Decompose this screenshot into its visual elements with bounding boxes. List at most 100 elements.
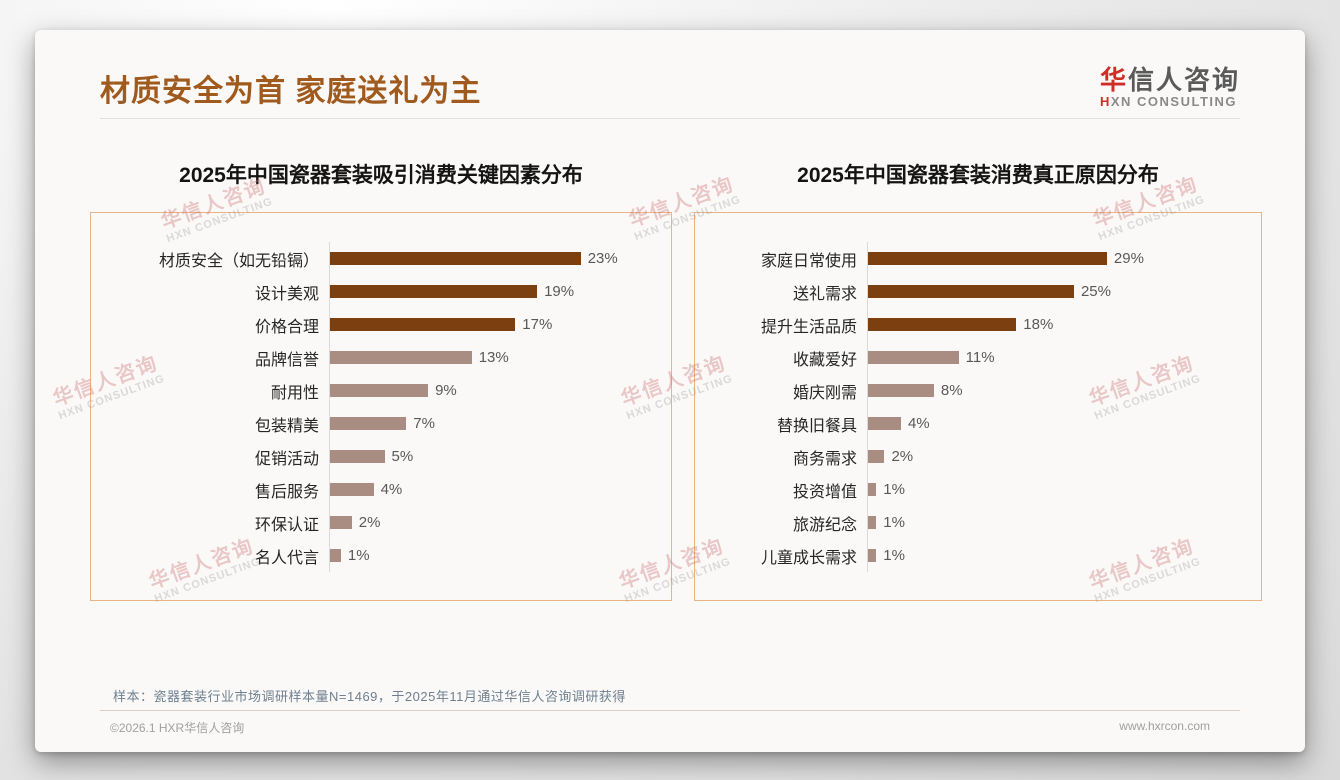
bar-track: 9%: [329, 374, 657, 407]
bar-track: 2%: [329, 506, 657, 539]
chart-section-key-factors: 2025年中国瓷器套装吸引消费关键因素分布 材质安全（如无铅镉） 23% 设计美观 1…: [90, 162, 672, 601]
chart-row: 婚庆刚需 8%: [709, 374, 1247, 407]
category-label: 替换旧餐具: [776, 417, 857, 435]
value-label: 9%: [435, 382, 457, 399]
brand-logo-cn-rest: 信人咨询: [1127, 65, 1240, 95]
chart-section-real-reasons: 2025年中国瓷器套装消费真正原因分布 家庭日常使用 29% 送礼需求 25% 提升生活…: [694, 162, 1262, 601]
bar-track: 25%: [867, 275, 1247, 308]
bar: [330, 483, 374, 496]
category-label: 名人代言: [254, 549, 319, 567]
category-label: 促销活动: [254, 450, 319, 468]
chart-row: 包装精美 7%: [105, 407, 657, 440]
chart-row: 替换旧餐具 4%: [709, 407, 1247, 440]
value-label: 1%: [347, 547, 370, 564]
bar-track: 1%: [867, 473, 1247, 506]
category-label: 家庭日常使用: [760, 252, 857, 270]
chart-row: 设计美观 19%: [105, 275, 657, 308]
brand-logo-english: HXN CONSULTING: [1100, 94, 1240, 110]
bar-track: 1%: [867, 539, 1247, 572]
chart-row: 售后服务 4%: [105, 473, 657, 506]
bar-track: 18%: [867, 308, 1247, 341]
brand-logo-en-rest: XN CONSULTING: [1110, 94, 1238, 109]
bar-track: 8%: [867, 374, 1247, 407]
bar-track: 4%: [867, 407, 1247, 440]
bar: [868, 318, 1017, 331]
category-label: 包装精美: [254, 417, 319, 435]
bar: [868, 417, 901, 430]
value-label: 29%: [1113, 250, 1144, 267]
bar-track: 11%: [867, 341, 1247, 374]
value-label: 25%: [1080, 283, 1111, 300]
value-label: 13%: [478, 349, 509, 366]
chart-box: 材质安全（如无铅镉） 23% 设计美观 19% 价格合理 17% 品牌信誉 13% 耐用性 9% 包…: [90, 212, 672, 601]
bar: [868, 450, 885, 463]
category-label: 材质安全（如无铅镉）: [158, 252, 319, 270]
bar: [330, 351, 472, 364]
bar: [868, 252, 1107, 265]
bar-track: 1%: [867, 506, 1247, 539]
bar: [330, 417, 407, 430]
category-label: 投资增值: [792, 483, 857, 501]
bar: [330, 450, 385, 463]
bar: [330, 285, 538, 298]
header-divider: [100, 118, 1240, 119]
bar-track: 1%: [329, 539, 657, 572]
chart-row: 旅游纪念 1%: [709, 506, 1247, 539]
chart-row: 收藏爱好 11%: [709, 341, 1247, 374]
category-label: 送礼需求: [792, 285, 857, 303]
chart-box: 家庭日常使用 29% 送礼需求 25% 提升生活品质 18% 收藏爱好 11% 婚庆刚需 8% 替换…: [694, 212, 1262, 601]
chart-row: 儿童成长需求 1%: [709, 539, 1247, 572]
bar-track: 19%: [329, 275, 657, 308]
bar-track: 29%: [867, 242, 1247, 275]
chart-row: 价格合理 17%: [105, 308, 657, 341]
slide-card: 材质安全为首 家庭送礼为主 华信人咨询 HXN CONSULTING 2025年…: [35, 30, 1305, 752]
category-label: 儿童成长需求: [760, 549, 857, 567]
category-label: 环保认证: [254, 516, 319, 534]
bar-track: 23%: [329, 242, 657, 275]
brand-logo: 华信人咨询 HXN CONSULTING: [1100, 66, 1240, 110]
bar: [868, 285, 1074, 298]
copyright-text: ©2026.1 HXR华信人咨询: [110, 721, 245, 735]
brand-logo-red-char: 华: [1099, 65, 1128, 95]
value-label: 2%: [891, 448, 914, 465]
bar-track: 13%: [329, 341, 657, 374]
chart-row: 商务需求 2%: [709, 440, 1247, 473]
chart-row: 送礼需求 25%: [709, 275, 1247, 308]
chart-row: 投资增值 1%: [709, 473, 1247, 506]
bar: [330, 252, 581, 265]
category-label: 旅游纪念: [792, 516, 857, 534]
bar: [868, 351, 959, 364]
bar-track: 17%: [329, 308, 657, 341]
bar-track: 4%: [329, 473, 657, 506]
category-label: 商务需求: [792, 450, 857, 468]
category-label: 设计美观: [254, 285, 319, 303]
value-label: 23%: [587, 250, 618, 267]
brand-logo-chinese: 华信人咨询: [1100, 66, 1240, 94]
category-label: 婚庆刚需: [792, 384, 857, 402]
footer-divider: [100, 710, 1240, 711]
category-label: 收藏爱好: [792, 351, 857, 369]
chart-row: 促销活动 5%: [105, 440, 657, 473]
bar-chart: 家庭日常使用 29% 送礼需求 25% 提升生活品质 18% 收藏爱好 11% 婚庆刚需 8% 替换…: [709, 242, 1247, 572]
sample-note: 样本：瓷器套装行业市场调研样本量N=1469，于2025年11月通过华信人咨询调…: [113, 689, 626, 704]
value-label: 17%: [522, 316, 553, 333]
category-label: 售后服务: [254, 483, 319, 501]
value-label: 18%: [1023, 316, 1054, 333]
chart-row: 耐用性 9%: [105, 374, 657, 407]
chart-row: 品牌信誉 13%: [105, 341, 657, 374]
chart-row: 提升生活品质 18%: [709, 308, 1247, 341]
value-label: 1%: [883, 481, 905, 498]
value-label: 7%: [413, 415, 435, 432]
bar-chart: 材质安全（如无铅镉） 23% 设计美观 19% 价格合理 17% 品牌信誉 13% 耐用性 9% 包…: [105, 242, 657, 572]
bar-track: 2%: [867, 440, 1247, 473]
category-label: 提升生活品质: [760, 318, 857, 336]
chart-row: 名人代言 1%: [105, 539, 657, 572]
value-label: 5%: [391, 448, 414, 465]
chart-row: 环保认证 2%: [105, 506, 657, 539]
chart-title: 2025年中国瓷器套装消费真正原因分布: [797, 164, 1159, 187]
category-label: 价格合理: [254, 318, 319, 336]
brand-logo-red-letter: H: [1099, 94, 1111, 109]
chart-row: 家庭日常使用 29%: [709, 242, 1247, 275]
value-label: 4%: [907, 415, 930, 432]
website-link[interactable]: www.hxrcon.com: [1119, 719, 1210, 733]
